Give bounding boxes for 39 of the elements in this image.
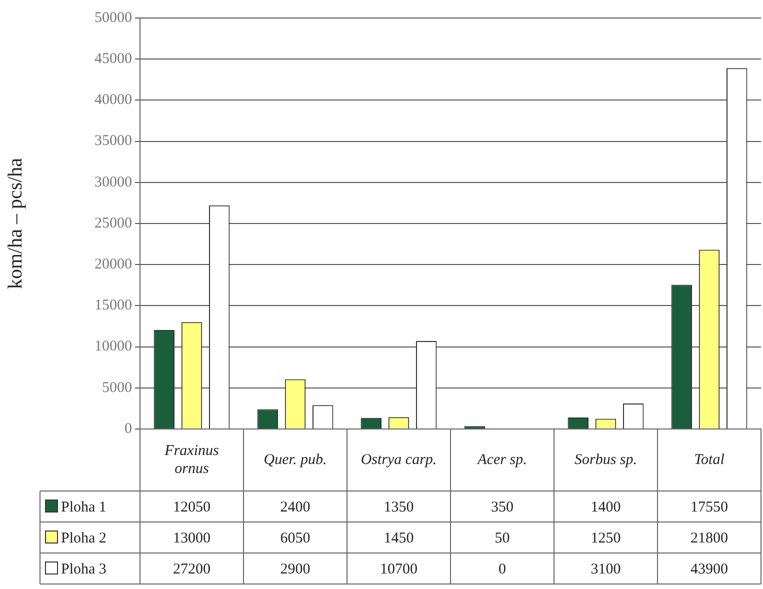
- data-label: 43900: [690, 561, 728, 578]
- x-tick-label: Acer sp.: [476, 452, 527, 468]
- data-label: 350: [491, 499, 514, 516]
- data-label: 2900: [280, 561, 310, 578]
- data-label: 12050: [173, 499, 210, 516]
- data-label: 10700: [380, 561, 418, 578]
- y-tick-label: 35000: [94, 133, 132, 150]
- x-tick-label: Ostrya carp.: [360, 452, 437, 468]
- data-label: 1400: [590, 499, 621, 516]
- data-label: 6050: [280, 530, 310, 546]
- data-label: 1250: [590, 530, 621, 546]
- data-label: 0: [498, 561, 506, 578]
- data-label: 27200: [173, 561, 210, 578]
- y-tick-label: 40000: [94, 92, 132, 108]
- y-tick-label: 25000: [94, 215, 132, 232]
- data-label: 50: [494, 530, 510, 546]
- legend-label: Ploha 1: [61, 499, 106, 516]
- data-label: 2400: [280, 499, 310, 516]
- data-label: 17550: [690, 499, 728, 516]
- legend-label: Ploha 3: [61, 561, 106, 578]
- y-tick-label: 20000: [94, 256, 132, 273]
- data-label: 21800: [690, 530, 728, 546]
- data-label: 1350: [384, 499, 414, 516]
- y-tick-label: 10000: [94, 338, 132, 355]
- data-label: 1450: [384, 530, 414, 546]
- y-tick-label: 50000: [94, 10, 132, 26]
- y-tick-label: 45000: [94, 51, 132, 68]
- legend-label: Ploha 2: [61, 530, 106, 546]
- y-axis-title: kom/ha – pcs/ha: [4, 158, 26, 290]
- y-tick-label: 15000: [94, 298, 132, 314]
- x-tick-label: Total: [694, 452, 724, 468]
- x-tick-label: Quer. pub.: [264, 452, 327, 468]
- x-tick-label: Sorbus sp.: [574, 452, 638, 468]
- data-label: 3100: [590, 561, 621, 578]
- y-tick-label: 5000: [102, 380, 132, 396]
- data-label: 13000: [173, 530, 210, 546]
- x-tick-label: Fraxinus ornus: [164, 442, 219, 477]
- y-tick-label: 0: [124, 420, 132, 437]
- y-tick-label: 30000: [94, 174, 132, 190]
